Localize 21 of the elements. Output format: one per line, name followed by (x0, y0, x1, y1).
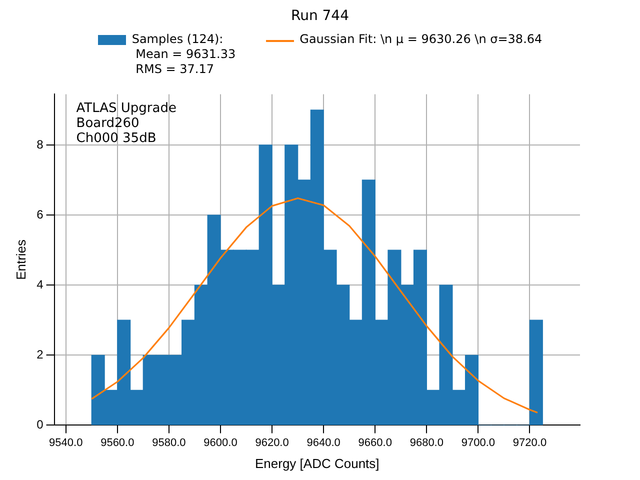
legend-label: Samples (124): Mean = 9631.33 RMS = 37.17 (132, 32, 236, 77)
x-tick-label: 9660.0 (358, 436, 392, 449)
x-axis-title: Energy [ADC Counts] (254, 456, 380, 471)
y-tick-label: 8 (36, 137, 44, 152)
x-tick-label: 9600.0 (204, 436, 238, 449)
x-tick-label: 9620.0 (255, 436, 289, 449)
x-tick-label: 9640.0 (306, 436, 340, 449)
x-tick-label: 9680.0 (410, 436, 444, 449)
y-tick-label: 2 (36, 347, 44, 362)
x-tick-label: 9720.0 (512, 436, 547, 449)
x-tick-label: 9560.0 (100, 436, 134, 449)
annotation: ATLAS Upgrade Board260 Ch000 35dB (76, 101, 177, 146)
x-tick-label: 9700.0 (461, 436, 496, 449)
chart-title: Run 744 (290, 7, 350, 26)
y-axis-title: Entries (13, 238, 28, 280)
y-tick-label: 4 (36, 277, 44, 292)
legend-label: Gaussian Fit: \n μ = 9630.26 \n σ=38.64 (300, 32, 542, 47)
y-tick-label: 6 (36, 207, 44, 222)
x-tick-label: 9580.0 (152, 436, 186, 449)
y-tick-label: 0 (36, 418, 44, 432)
x-tick-label: 9540.0 (49, 436, 83, 449)
